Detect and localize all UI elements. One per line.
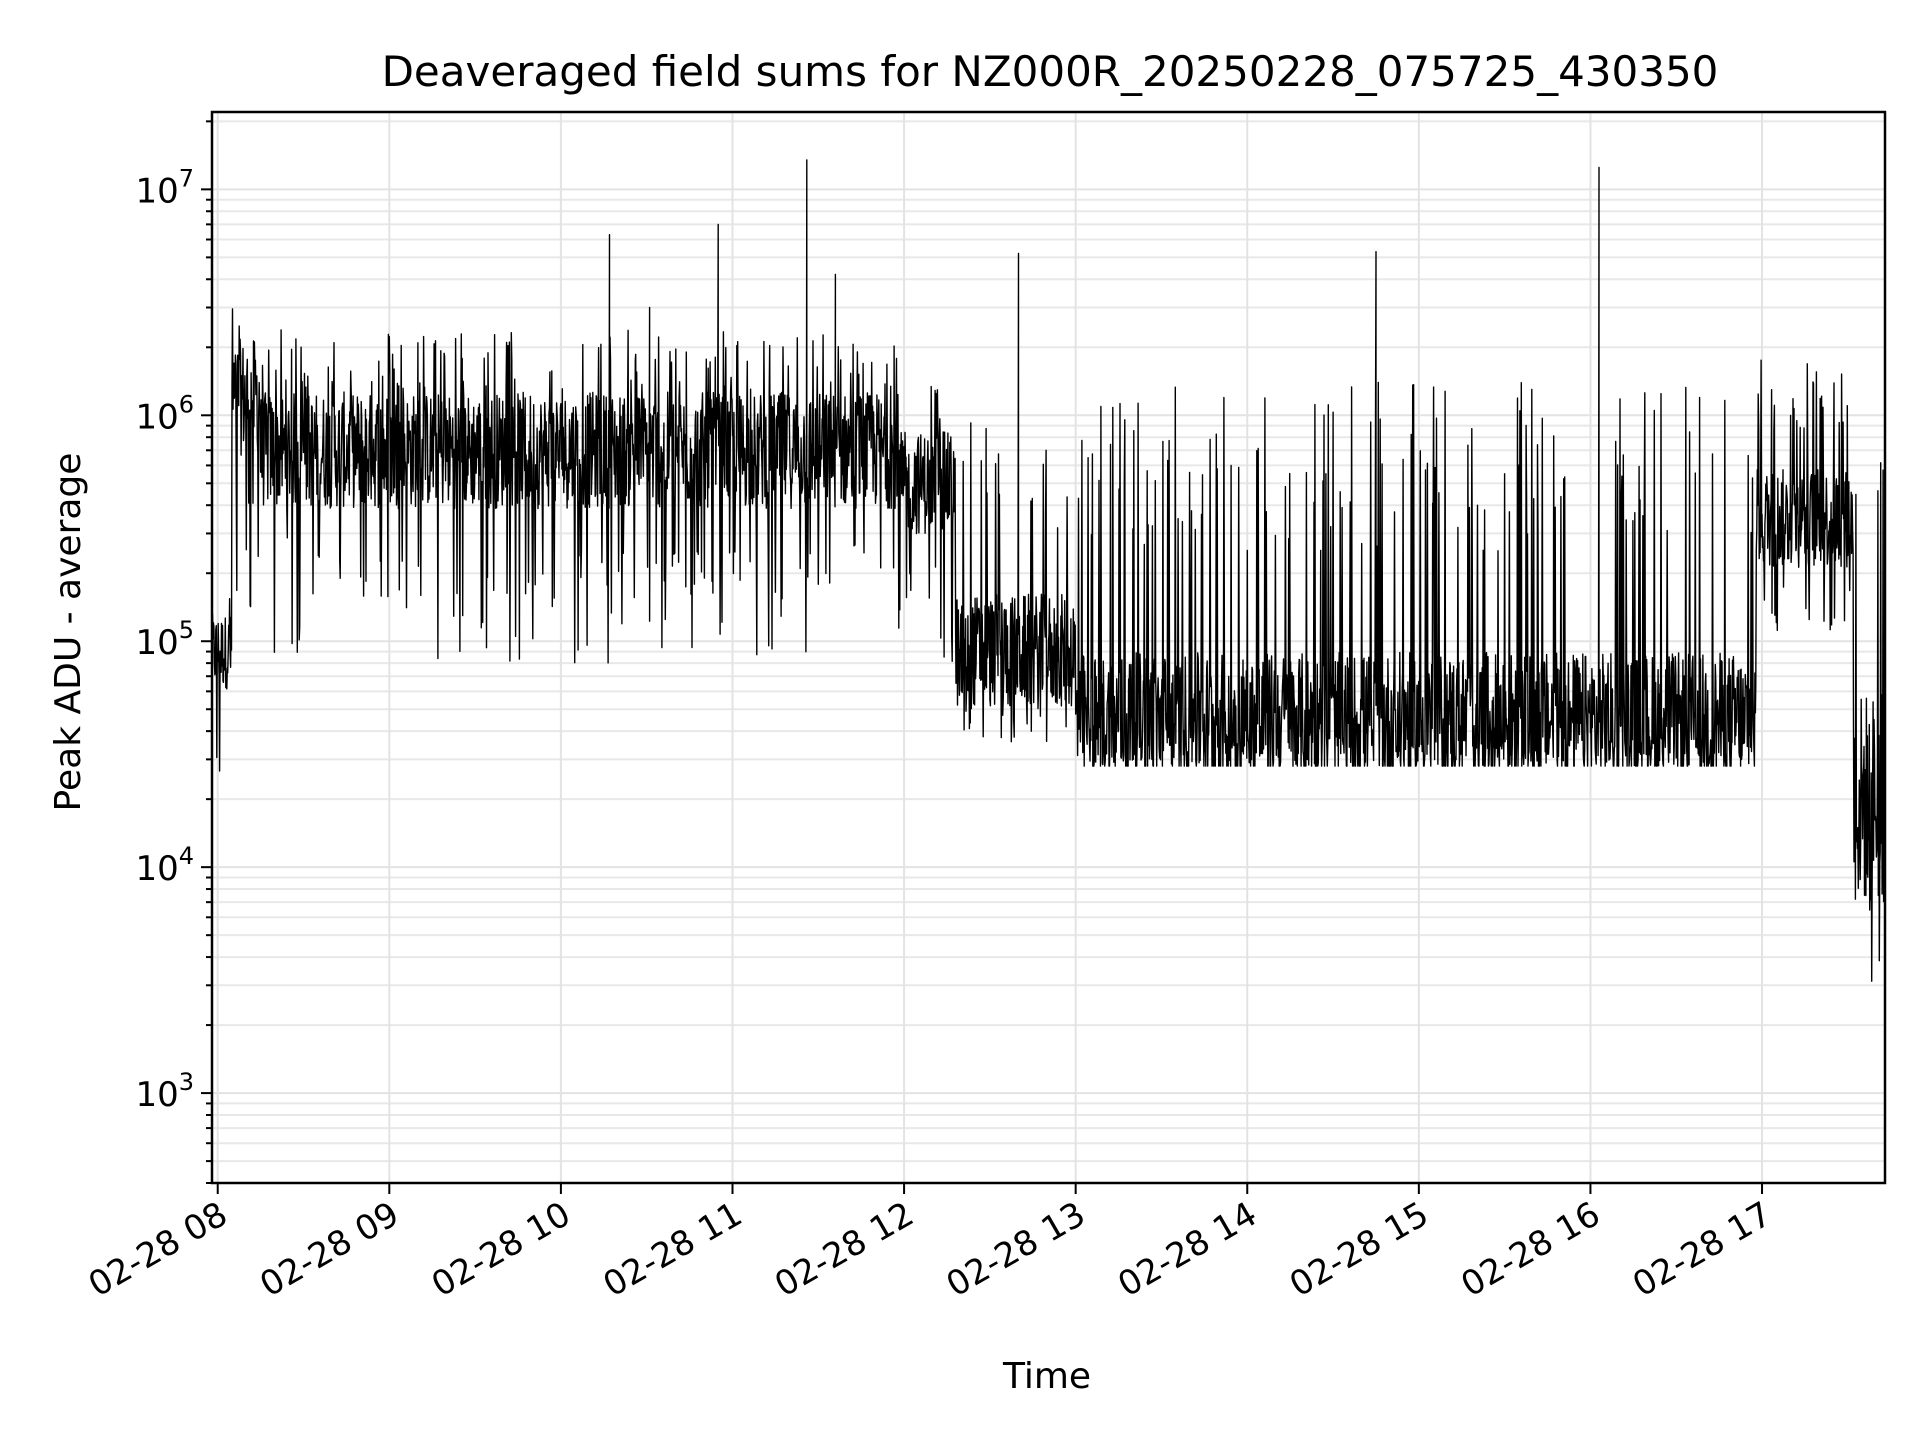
axes-frame bbox=[210, 110, 1887, 1185]
y-axis-label: Peak ADU - average bbox=[48, 453, 89, 812]
y-tick-label: 104 bbox=[135, 842, 194, 889]
x-axis-label: Time bbox=[1002, 1356, 1091, 1397]
y-tick-label: 107 bbox=[135, 164, 194, 211]
chart-title: Deaveraged field sums for NZ000R_2025022… bbox=[382, 47, 1719, 96]
y-tick-label: 105 bbox=[135, 616, 194, 663]
series-line bbox=[211, 159, 1886, 1042]
y-tick-label: 106 bbox=[135, 390, 194, 437]
y-tick-label: 103 bbox=[135, 1068, 194, 1115]
plot-area bbox=[211, 159, 1886, 1042]
